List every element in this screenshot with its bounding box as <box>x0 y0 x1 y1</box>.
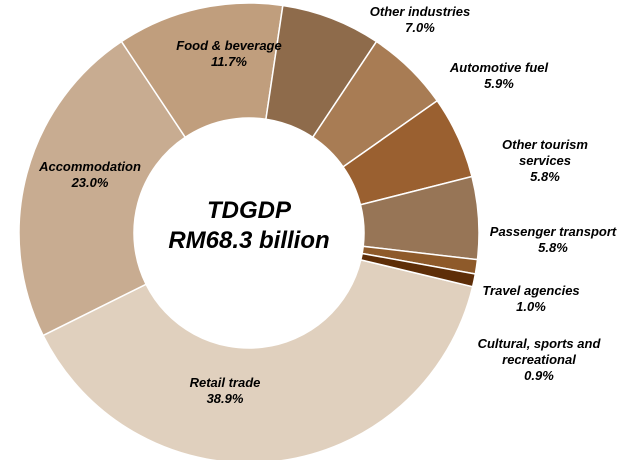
slices-group <box>18 2 480 460</box>
data-label-retail-trade: Retail trade 38.9% <box>190 375 261 406</box>
labels-group: Retail trade 38.9% Accommodation 23.0% Food … <box>38 4 617 406</box>
center-title: TDGDP <box>207 197 292 224</box>
data-label-food-beverage: Food & beverage 11.7% <box>176 38 281 69</box>
data-label-passenger-transport: Passenger transport 5.8% <box>490 224 617 255</box>
data-label-accommodation: Accommodation 23.0% <box>38 159 141 190</box>
center-subtitle: RM68.3 billion <box>168 227 329 254</box>
data-label-cultural-sports-and-recreational: Cultural, sports and recreational 0.9% <box>478 336 602 383</box>
data-label-other-industries: Other industries 7.0% <box>370 4 470 35</box>
data-label-other-tourism-services: Other tourism services 5.8% <box>502 137 588 184</box>
data-label-automotive-fuel: Automotive fuel 5.9% <box>449 60 549 91</box>
donut-hole <box>134 118 364 348</box>
data-label-travel-agencies: Travel agencies 1.0% <box>482 283 579 314</box>
